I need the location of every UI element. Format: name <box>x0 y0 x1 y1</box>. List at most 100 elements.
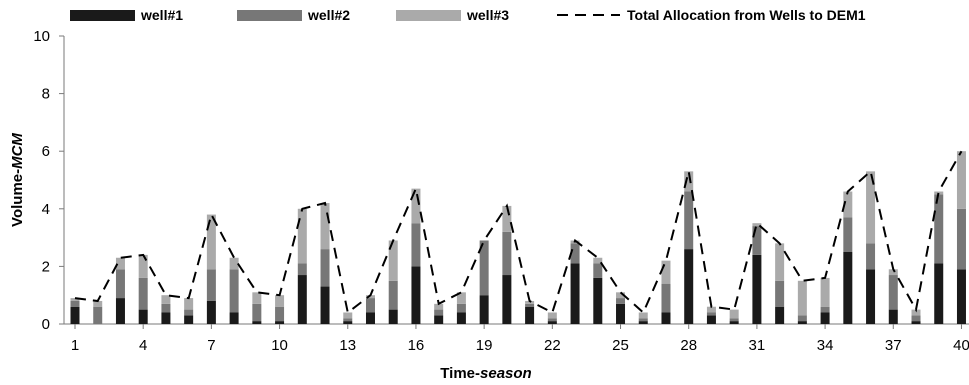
bar-well1-season-40 <box>956 269 966 324</box>
bar-well2-season-15 <box>388 280 398 310</box>
bar-well2-season-39 <box>934 194 944 264</box>
bar-well2-season-36 <box>866 243 876 270</box>
bar-well3-season-10 <box>275 295 285 307</box>
bar-well3-season-21 <box>525 300 535 304</box>
bar-well1-season-1 <box>70 306 80 324</box>
bar-well1-season-4 <box>138 309 148 324</box>
bar-well3-season-25 <box>616 292 626 299</box>
bar-well3-season-35 <box>843 191 853 218</box>
bar-well1-season-23 <box>570 263 580 324</box>
bar-well1-season-30 <box>729 321 739 324</box>
bar-well2-season-25 <box>616 298 626 304</box>
bar-well3-season-4 <box>138 254 148 278</box>
bar-well2-season-10 <box>275 306 285 322</box>
x-tick-label: 7 <box>207 337 215 354</box>
y-tick-label: 10 <box>33 28 50 45</box>
x-axis-title: Time-season <box>440 365 531 382</box>
bar-well3-season-28 <box>684 171 694 192</box>
bar-well1-season-3 <box>115 298 125 324</box>
bar-well2-season-30 <box>729 318 739 322</box>
legend-label-total: Total Allocation from Wells to DEM1 <box>627 7 866 23</box>
legend-label-well3: well#3 <box>466 7 509 23</box>
bar-well3-season-32 <box>775 243 785 281</box>
bar-well3-season-13 <box>343 312 353 319</box>
bar-well1-season-18 <box>456 312 466 324</box>
bar-well2-season-20 <box>502 231 512 276</box>
bar-well1-season-39 <box>934 263 944 324</box>
x-tick-label: 19 <box>476 337 493 354</box>
bar-well2-season-2 <box>93 306 103 324</box>
bar-well3-season-26 <box>638 312 648 319</box>
bar-well3-season-36 <box>866 171 876 244</box>
bar-well1-season-10 <box>275 321 285 324</box>
bar-well1-season-12 <box>320 286 330 324</box>
bar-well3-season-15 <box>388 240 398 281</box>
bar-well1-season-16 <box>411 266 421 324</box>
bar-well1-season-28 <box>684 249 694 324</box>
x-tick-label: 10 <box>271 337 288 354</box>
bar-well2-season-7 <box>206 269 216 301</box>
bar-well1-season-22 <box>547 321 557 324</box>
bar-well2-season-12 <box>320 249 330 287</box>
bar-well2-season-18 <box>456 303 466 313</box>
bar-well2-season-26 <box>638 318 648 322</box>
bar-well3-season-18 <box>456 292 466 304</box>
bar-well1-season-35 <box>843 252 853 324</box>
bar-well2-season-34 <box>820 306 830 313</box>
bar-well3-season-14 <box>365 295 375 299</box>
bar-well1-season-9 <box>252 321 262 324</box>
x-tick-label: 13 <box>339 337 356 354</box>
bar-well3-season-8 <box>229 257 239 270</box>
bar-well1-season-24 <box>593 277 603 324</box>
bar-well2-season-4 <box>138 277 148 310</box>
bar-well3-season-7 <box>206 214 216 270</box>
bar-well1-season-33 <box>797 321 807 324</box>
x-tick-label: 37 <box>885 337 902 354</box>
total-allocation-line <box>74 150 963 315</box>
bar-well1-season-15 <box>388 309 398 324</box>
y-tick-label: 0 <box>42 316 50 333</box>
bar-well2-season-11 <box>297 263 307 276</box>
bar-well1-season-14 <box>365 312 375 324</box>
bar-well3-season-38 <box>911 309 921 316</box>
bar-well1-season-13 <box>343 321 353 324</box>
bar-well3-season-11 <box>297 208 307 264</box>
bar-well2-season-6 <box>184 309 194 316</box>
bar-well3-season-24 <box>593 257 603 264</box>
bar-well3-season-6 <box>184 298 194 310</box>
legend-swatch-well1 <box>70 10 135 21</box>
bar-well2-season-23 <box>570 243 580 264</box>
bar-well3-season-12 <box>320 203 330 250</box>
bar-well1-season-11 <box>297 275 307 324</box>
bar-well1-season-5 <box>161 312 171 324</box>
bar-well1-season-25 <box>616 303 626 324</box>
bar-well1-season-26 <box>638 321 648 324</box>
bar-well1-season-37 <box>888 309 898 324</box>
legend-swatch-well3 <box>396 10 461 21</box>
x-tick-label: 34 <box>817 337 834 354</box>
bar-well2-season-5 <box>161 303 171 313</box>
bar-well1-season-6 <box>184 315 194 324</box>
bar-well2-season-22 <box>547 318 557 322</box>
y-tick-label: 6 <box>42 143 50 160</box>
bar-well1-season-19 <box>479 295 489 324</box>
bar-well3-season-22 <box>547 312 557 319</box>
bar-well2-season-38 <box>911 315 921 322</box>
bar-well3-season-17 <box>434 303 444 310</box>
bar-well1-season-29 <box>706 315 716 324</box>
bar-well3-season-30 <box>729 309 739 319</box>
bar-well2-season-31 <box>752 226 762 255</box>
bar-well1-season-8 <box>229 312 239 324</box>
bar-well1-season-20 <box>502 275 512 324</box>
x-tick-label: 31 <box>749 337 766 354</box>
y-tick-label: 2 <box>42 258 50 275</box>
bar-well1-season-21 <box>525 306 535 324</box>
x-tick-label: 25 <box>612 337 629 354</box>
bar-well2-season-32 <box>775 280 785 307</box>
x-tick-label: 22 <box>544 337 561 354</box>
legend-label-well1: well#1 <box>140 7 183 23</box>
bar-well3-season-20 <box>502 205 512 232</box>
bar-well2-season-19 <box>479 240 489 296</box>
bar-well1-season-38 <box>911 321 921 324</box>
